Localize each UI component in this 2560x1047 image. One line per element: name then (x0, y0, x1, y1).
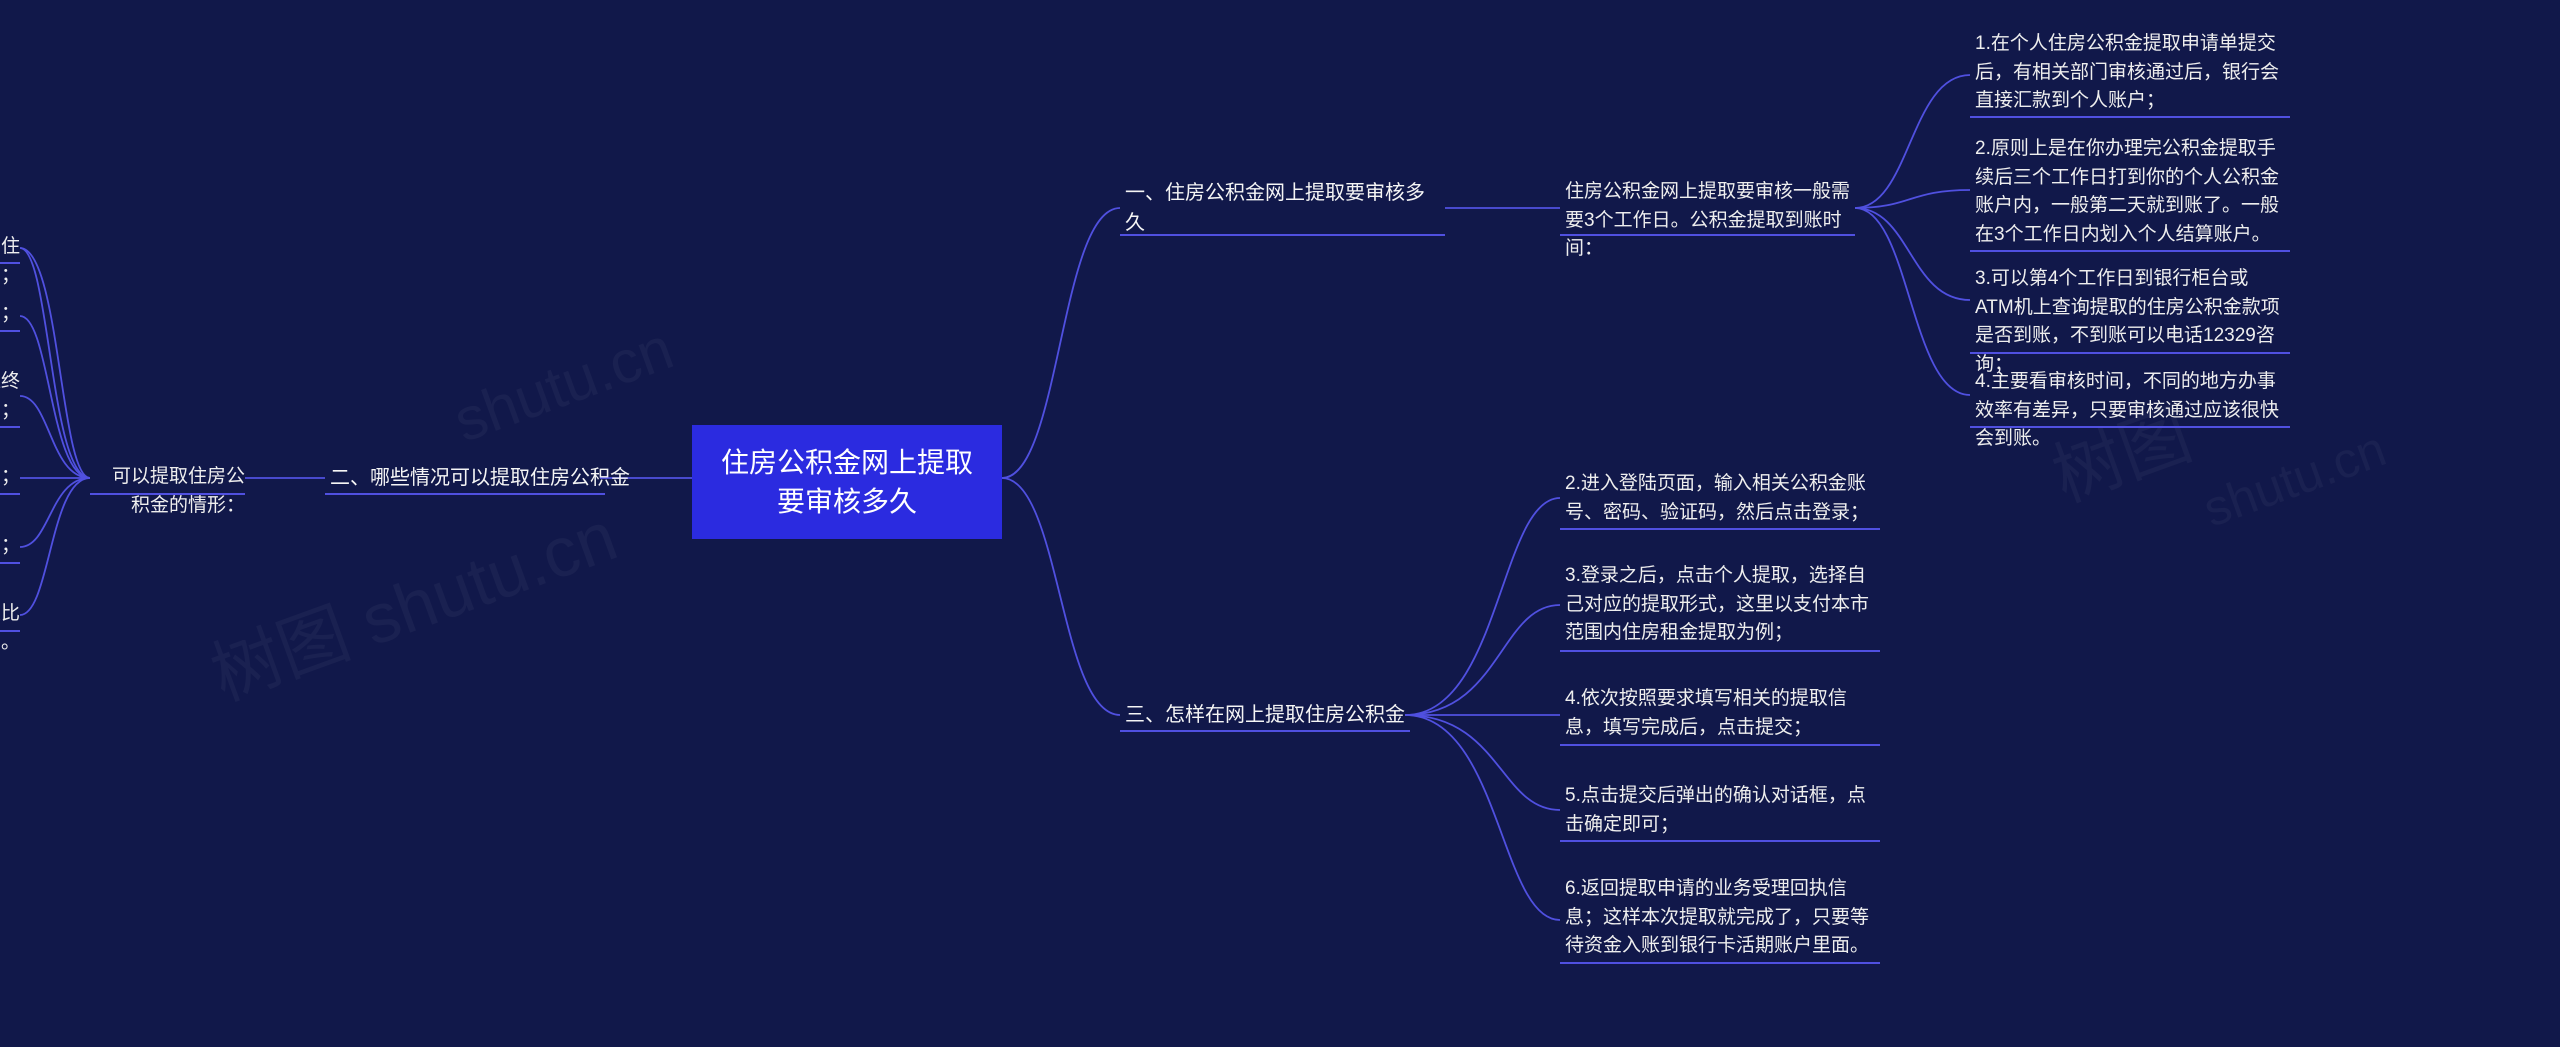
leaf-1-2: 2.原则上是在你办理完公积金提取手续后三个工作日打到你的个人公积金账户内，一般第… (1975, 135, 2285, 249)
branch-2-sub: 可以提取住房公积金的情形： (95, 463, 245, 520)
leaf-2-6: 6. 房租超出家庭工资收入的规定比例的。 (0, 600, 20, 657)
leaf-3-6: 6.返回提取申请的业务受理回执信息；这样本次提取就完成了，只要等待资金入账到银行… (1565, 875, 1875, 961)
watermark: shutu.cn (445, 313, 682, 455)
branch-1-sub: 住房公积金网上提取要审核一般需要3个工作日。公积金提取到账时间： (1565, 178, 1855, 264)
leaf-2-3: 3. 完全丧失劳动能力，并与单位终止劳动关系的； (0, 368, 20, 425)
leaf-1-1: 1.在个人住房公积金提取申请单提交后，有相关部门审核通过后，银行会直接汇款到个人… (1975, 30, 2285, 116)
root-node[interactable]: 住房公积金网上提取要审核多久 (692, 425, 1002, 539)
branch-section-3[interactable]: 三、怎样在网上提取住房公积金 (1125, 700, 1405, 730)
watermark: 树图 shutu.cn (196, 481, 629, 721)
branch-section-2[interactable]: 二、哪些情况可以提取住房公积金 (330, 463, 630, 493)
leaf-3-3: 3.登录之后，点击个人提取，选择自己对应的提取形式，这里以支付本市范围内住房租金… (1565, 562, 1875, 648)
leaf-1-3: 3.可以第4个工作日到银行柜台或ATM机上查询提取的住房公积金款项是否到账，不到… (1975, 265, 2285, 379)
leaf-3-2: 2.进入登陆页面，输入相关公积金账号、密码、验证码，然后点击登录； (1565, 470, 1875, 527)
leaf-3-4: 4.依次按照要求填写相关的提取信息，填写完成后，点击提交； (1565, 685, 1875, 742)
branch-section-1[interactable]: 一、住房公积金网上提取要审核多久 (1125, 178, 1435, 238)
leaf-2-4: 4. 出境定居的； (0, 463, 20, 492)
leaf-1-4: 4.主要看审核时间，不同的地方办事效率有差异，只要审核通过应该很快会到账。 (1975, 368, 2285, 454)
leaf-2-5: 5. 偿还购房贷款本息的； (0, 532, 20, 561)
leaf-2-2: 2. 离休、退休的； (0, 300, 20, 329)
leaf-3-5: 5.点击提交后弹出的确认对话框，点击确定即可； (1565, 782, 1875, 839)
